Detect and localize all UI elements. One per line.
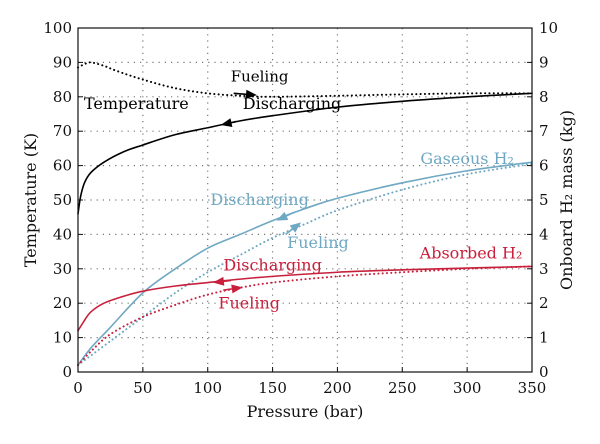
arrow-shaft [233,92,247,96]
y-left-tick-label: 70 [53,122,72,140]
y-left-tick-label: 80 [53,88,72,106]
y-left-tick-label: 20 [53,294,72,312]
annotation-temperature: Temperature [84,94,189,113]
annotation-absorbedh: Absorbed H₂ [419,243,523,262]
arrow-shaft [223,279,232,283]
annotation-fueling: Fueling [218,293,280,312]
x-tick-label: 0 [73,379,83,397]
arrow-shaft [285,228,293,236]
x-tick-label: 300 [453,379,482,397]
y-right-tick-label: 4 [539,225,549,243]
y-left-tick-label: 0 [62,363,72,381]
annotation-discharging: Discharging [210,190,309,209]
absorbed-h-discharging-line [77,265,533,332]
y-right-tick-label: 3 [539,260,549,278]
y-left-tick-label: 90 [53,53,72,71]
y-left-tick-label: 10 [53,329,72,347]
y-right-tick-label: 7 [539,122,549,140]
x-tick-label: 100 [193,379,222,397]
x-tick-label: 200 [323,379,352,397]
absorbed-h-fueling-line [77,265,533,367]
arrow-head [220,118,233,128]
arrow-head [231,284,243,294]
annotation-discharging: Discharging [243,94,342,113]
arrow-shaft [231,120,237,124]
arrows-group [212,89,302,294]
arrow-head [245,89,258,99]
arrow-head [276,211,289,221]
y-axis-left-title: Temperature (K) [21,133,40,267]
y-left-tick-label: 40 [53,225,72,243]
y-right-tick-label: 1 [539,329,549,347]
y-left-tick-label: 60 [53,157,72,175]
gaseous-h-fueling-line [77,162,533,367]
ticks-group: 0 50 100 150 200 250 300 3500102030405060708090… [43,19,558,397]
temperature-fueling-line [77,61,533,98]
arrow-shaft [286,211,295,217]
y-right-tick-label: 2 [539,294,549,312]
annotation-discharging: Discharging [223,256,322,275]
y-right-tick-label: 6 [539,157,549,175]
x-tick-label: 250 [388,379,417,397]
y-right-tick-label: 10 [539,19,558,37]
annotation-fueling: Fueling [287,233,349,252]
annotations-group: Fueling Temperature Discharging Gaseous H₂ D… [84,67,522,312]
y-right-tick-label: 9 [539,53,549,71]
temperature-discharging-line [77,92,533,215]
x-axis-title: Pressure (bar) [247,402,364,421]
y-right-tick-label: 0 [539,363,549,381]
annotation-fueling: Fueling [231,67,289,85]
arrow-head [212,276,225,286]
arrow-shaft [223,288,232,291]
annotation-gaseoush: Gaseous H₂ [420,149,514,168]
arrow-head [289,222,302,233]
y-right-tick-label: 5 [539,191,549,209]
y-left-tick-label: 100 [43,19,72,37]
x-tick-label: 50 [133,379,152,397]
y-axis-right-title: Onboard H₂ mass (kg) [557,110,576,290]
y-right-tick-label: 8 [539,88,549,106]
gaseous-h-discharging-line [77,161,533,366]
x-tick-label: 350 [518,379,547,397]
series-group [77,61,533,367]
x-tick-label: 150 [258,379,287,397]
y-left-tick-label: 50 [53,191,72,209]
y-left-tick-label: 30 [53,260,72,278]
